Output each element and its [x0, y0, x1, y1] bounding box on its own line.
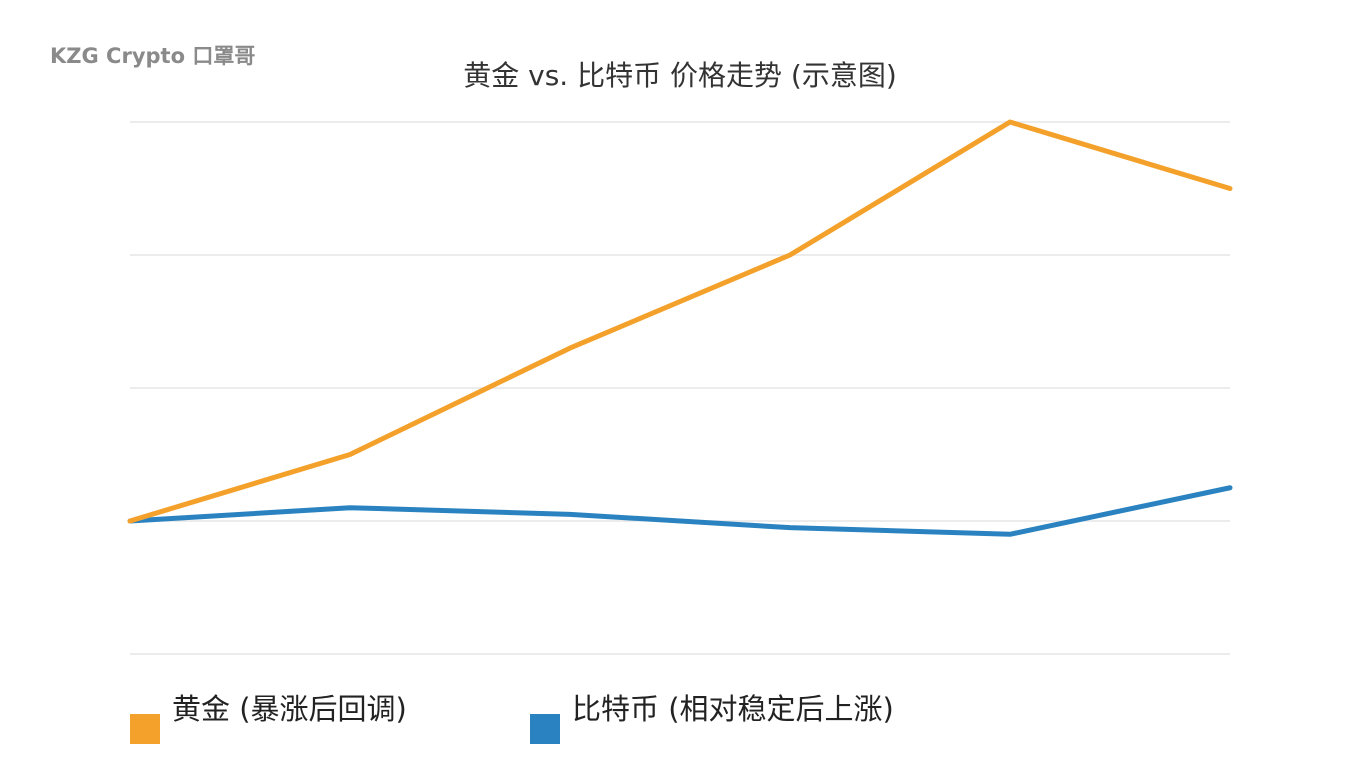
gridlines [130, 121, 1230, 655]
watermark: KZG Crypto 口罩哥 [50, 44, 256, 68]
legend-label-bitcoin: 比特币 (相对稳定后上涨) [572, 692, 894, 726]
series-line-bitcoin [127, 485, 1233, 537]
series-lines [127, 119, 1233, 537]
series-line-gold [127, 119, 1233, 524]
legend-label-gold: 黄金 (暴涨后回调) [172, 692, 407, 726]
legend-swatch-bitcoin [530, 714, 560, 744]
legend-swatch-gold [130, 714, 160, 744]
chart-title: 黄金 vs. 比特币 价格走势 (示意图) [463, 59, 897, 92]
